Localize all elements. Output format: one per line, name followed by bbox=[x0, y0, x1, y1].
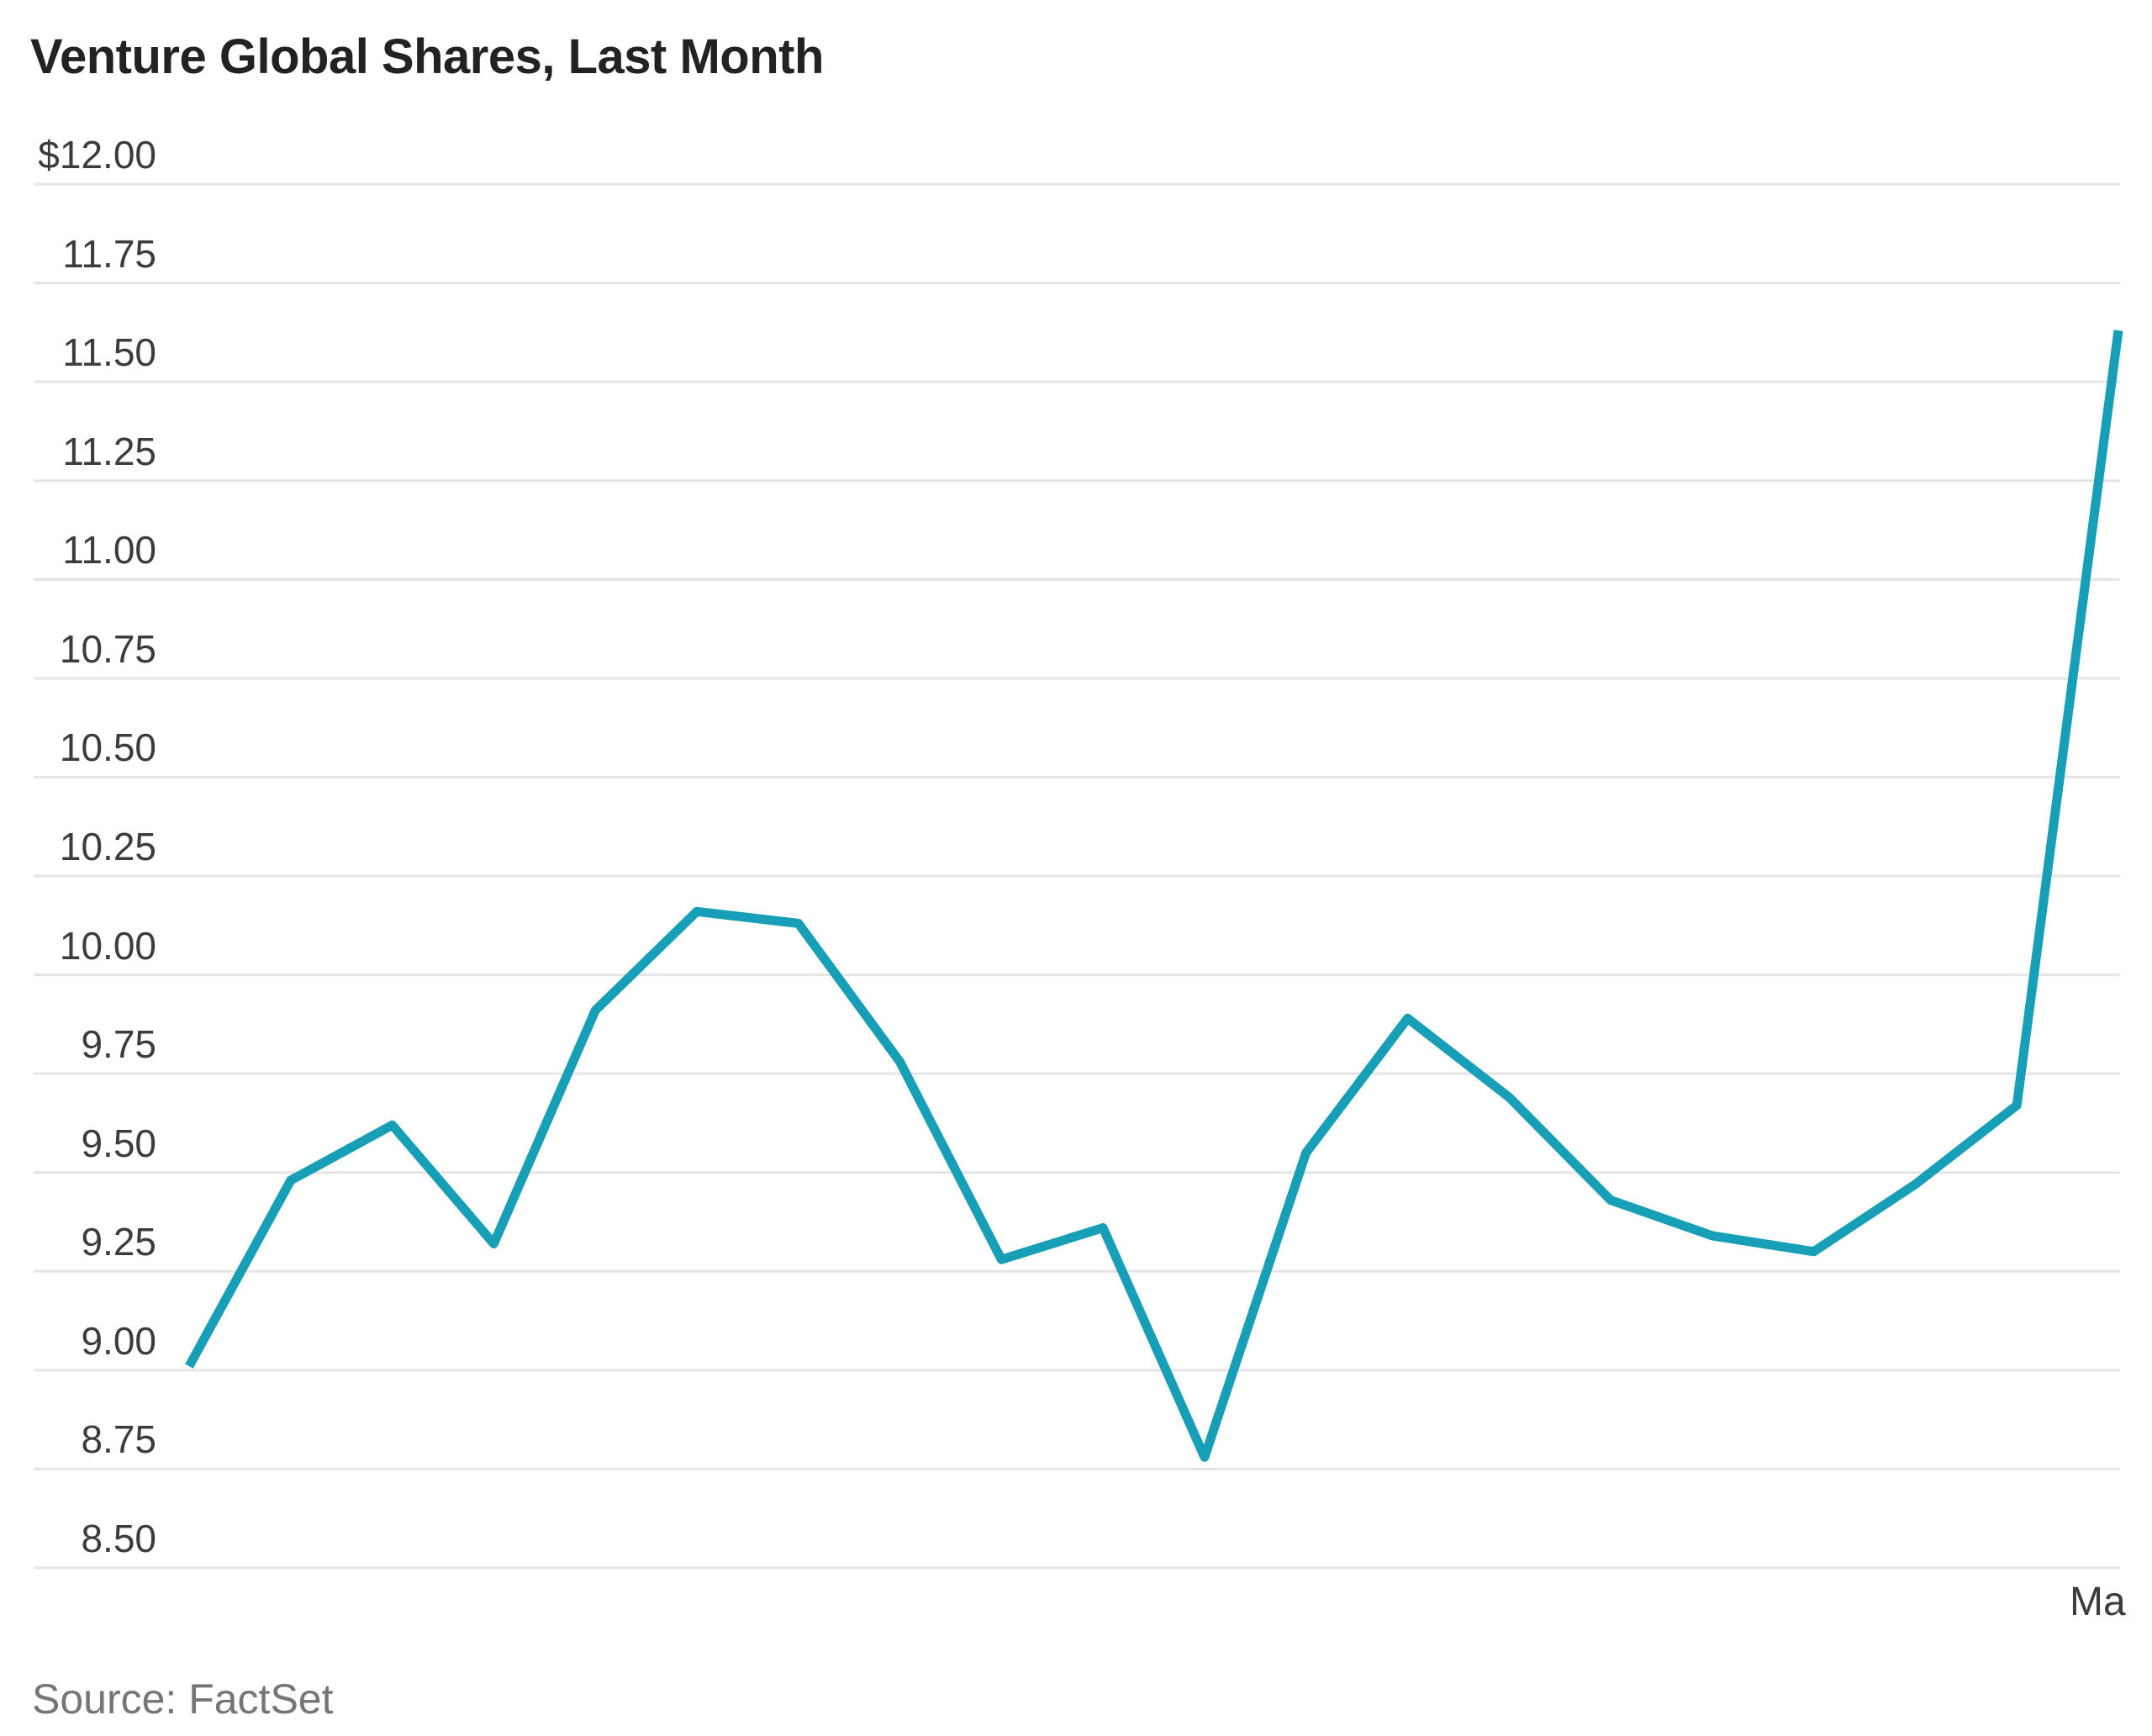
y-axis-tick-label: 8.50 bbox=[81, 1516, 156, 1560]
chart-title: Venture Global Shares, Last Month bbox=[30, 29, 824, 84]
y-axis-tick-label: 9.00 bbox=[81, 1318, 156, 1363]
x-axis-tick-label: Ma bbox=[2070, 1582, 2126, 1623]
source-attribution: Source: FactSet bbox=[32, 1675, 334, 1723]
gridlines bbox=[34, 182, 2120, 1570]
y-axis-tick-label: 11.50 bbox=[62, 330, 156, 375]
y-axis-tick-label: 9.50 bbox=[81, 1121, 156, 1165]
y-axis-tick-label: 11.25 bbox=[62, 429, 156, 473]
y-axis-tick-label: 10.50 bbox=[59, 726, 156, 770]
y-axis-tick-label: 10.75 bbox=[59, 626, 156, 671]
y-axis-tick-label: 9.25 bbox=[81, 1220, 156, 1264]
y-axis-tick-label: 11.00 bbox=[62, 528, 156, 573]
price-line-series bbox=[185, 330, 2123, 1462]
y-axis-tick-label: $12.00 bbox=[38, 133, 156, 177]
y-axis-tick-label: 8.75 bbox=[81, 1417, 156, 1462]
y-axis-tick-label: 11.75 bbox=[62, 231, 156, 276]
y-axis-tick-label: 10.00 bbox=[59, 923, 156, 968]
y-axis-tick-label: 9.75 bbox=[81, 1022, 156, 1067]
y-axis-tick-label: 10.25 bbox=[59, 824, 156, 868]
